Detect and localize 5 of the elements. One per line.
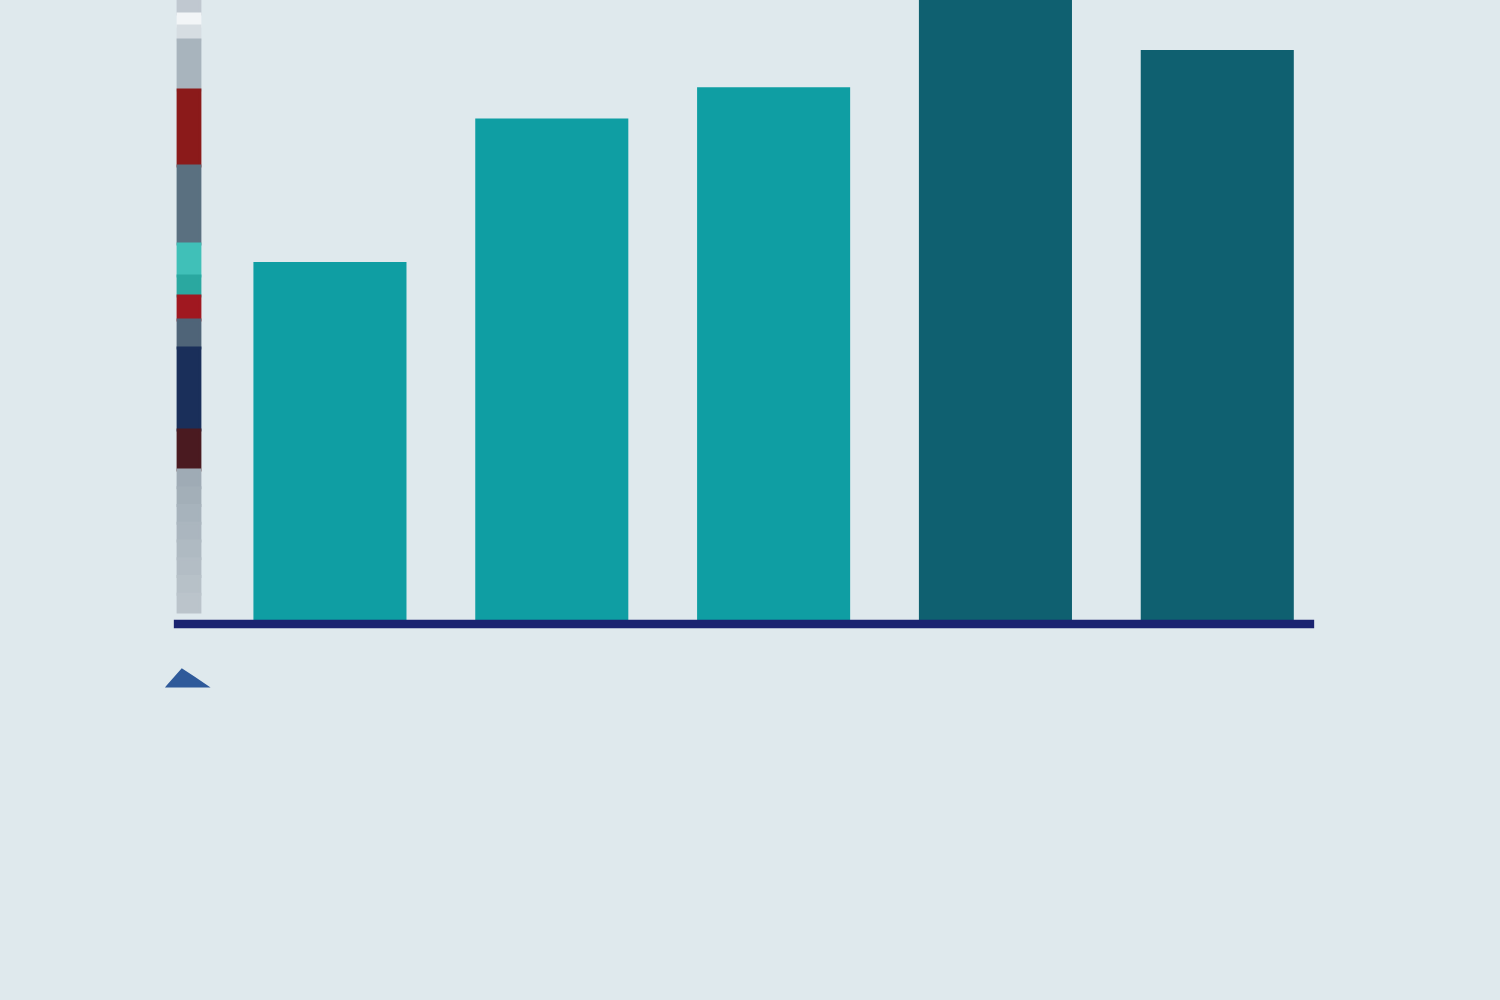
bar (697, 87, 851, 624)
bar (918, 0, 1072, 624)
bar (475, 118, 629, 624)
bar (1140, 49, 1294, 624)
bar (253, 262, 407, 624)
